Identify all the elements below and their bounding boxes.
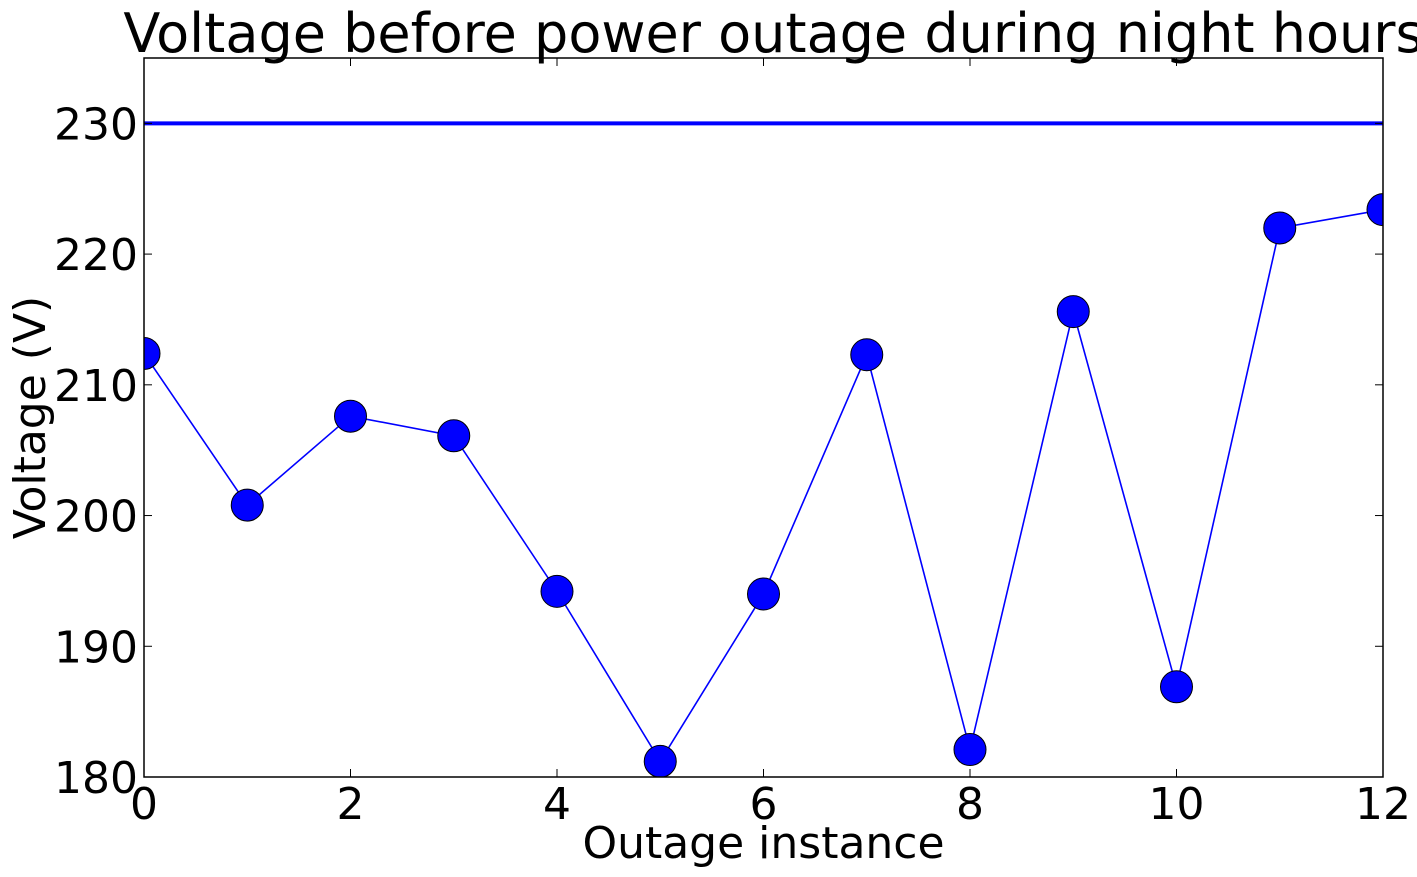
x-tick-label: 12 <box>1355 779 1411 830</box>
data-point <box>334 399 367 433</box>
data-point <box>437 419 471 453</box>
plot-area: 0 2 4 6 8 10 12 180 190 200 210 220 230 <box>54 57 1411 830</box>
data-point <box>953 733 987 767</box>
y-tick-label: 230 <box>54 99 138 150</box>
x-tick-label: 4 <box>543 779 571 830</box>
data-point <box>144 336 161 370</box>
y-tick-label: 200 <box>54 492 138 543</box>
y-axis-label: Voltage (V) <box>5 296 56 539</box>
y-tick-label: 220 <box>54 230 138 281</box>
x-tick-label: 10 <box>1149 779 1205 830</box>
x-tick-label: 2 <box>337 779 365 830</box>
data-point <box>230 488 264 522</box>
data-point <box>643 744 677 777</box>
data-point <box>1160 670 1193 704</box>
data-point <box>1366 193 1383 227</box>
x-axis-label: Outage instance <box>582 818 944 869</box>
data-point <box>747 577 780 611</box>
data-point <box>1263 211 1297 245</box>
chart-title: Voltage before power outage during night… <box>123 2 1417 65</box>
x-tick-label: 0 <box>130 779 158 830</box>
data-point <box>850 338 884 372</box>
series-line <box>144 208 1383 763</box>
y-tick-label: 190 <box>54 622 138 673</box>
x-tick-label: 8 <box>956 779 984 830</box>
axes-frame <box>143 57 1384 778</box>
y-tick-label: 180 <box>54 753 138 804</box>
x-tick-label: 6 <box>750 779 778 830</box>
data-point <box>540 574 574 608</box>
y-tick-label: 210 <box>54 361 138 412</box>
data-point <box>1056 295 1090 329</box>
